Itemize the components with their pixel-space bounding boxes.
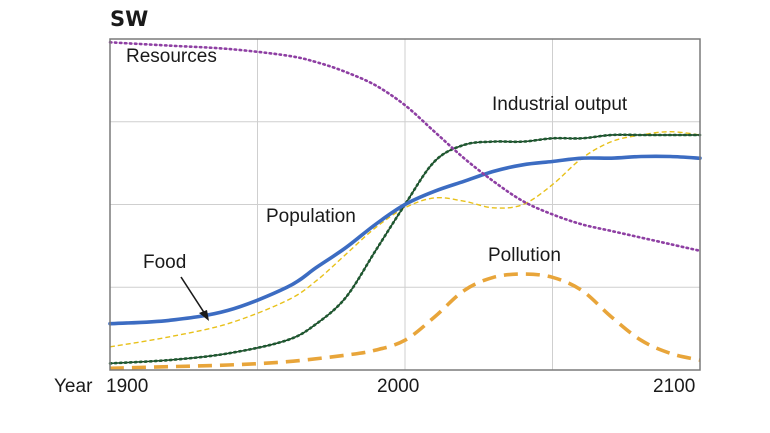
plot-frame bbox=[109, 38, 701, 371]
series-line-population bbox=[108, 154, 702, 326]
chart-title: SW bbox=[110, 7, 148, 31]
series-line-food bbox=[109, 131, 701, 348]
series-line-industrial-output bbox=[108, 133, 702, 365]
label-food: Food bbox=[143, 252, 186, 273]
series-layer bbox=[108, 41, 702, 371]
label-pollution: Pollution bbox=[488, 245, 561, 266]
label-resources: Resources bbox=[126, 46, 217, 67]
label-industrial-output: Industrial output bbox=[492, 94, 628, 115]
x-tick-label-2100: 2100 bbox=[653, 376, 695, 397]
x-tick-label-1900: 1900 bbox=[106, 376, 148, 397]
series-line-resources bbox=[108, 41, 702, 253]
label-population: Population bbox=[266, 206, 356, 227]
x-axis-label: Year bbox=[54, 376, 93, 397]
food-arrow bbox=[180, 276, 209, 321]
series-line-pollution bbox=[109, 272, 701, 371]
x-tick-label-2000: 2000 bbox=[377, 376, 419, 397]
